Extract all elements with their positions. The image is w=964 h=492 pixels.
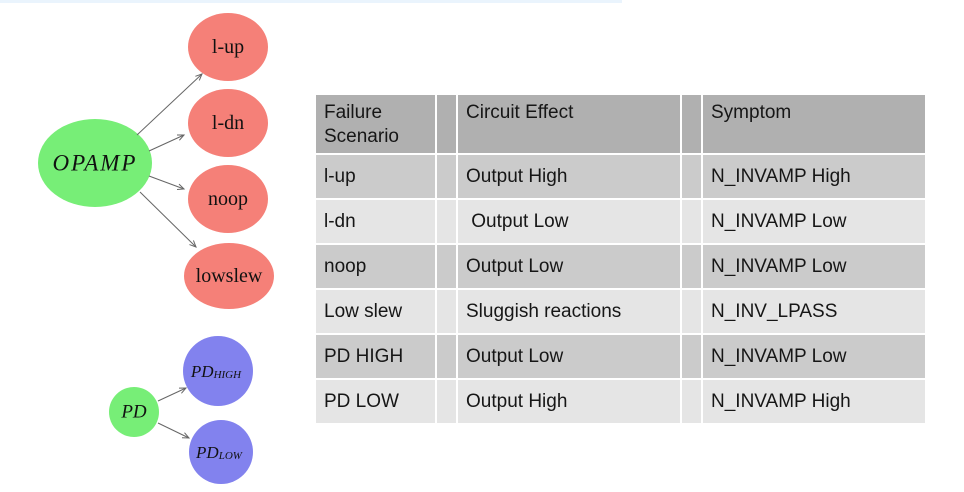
cell-scenario: PD HIGH: [316, 335, 435, 378]
ldn-node-label: l-dn: [212, 112, 244, 134]
cell-scenario: noop: [316, 245, 435, 288]
arrowhead: [176, 134, 186, 141]
arrow-opamp-ldn: [148, 134, 185, 152]
spacer-cell: [682, 380, 701, 423]
opamp-node-label: OPAMP: [53, 151, 138, 176]
arrowhead: [181, 432, 191, 439]
spacer-cell: [682, 245, 701, 288]
cell-scenario: l-up: [316, 155, 435, 198]
cell-effect: Output High: [458, 155, 680, 198]
lowslew-node: [184, 243, 274, 309]
cell-symptom: N_INVAMP Low: [703, 245, 925, 288]
arrowhead: [189, 240, 197, 248]
spacer-cell: [437, 245, 456, 288]
cell-symptom: N_INV_LPASS: [703, 290, 925, 333]
pd-node: [109, 387, 159, 437]
cell-scenario: PD LOW: [316, 380, 435, 423]
arrow-opamp-noop: [148, 175, 185, 190]
failure-table: Failure Scenario Circuit Effect Symptom …: [316, 95, 925, 423]
cell-effect: Output High: [458, 380, 680, 423]
arrow-opamp-lowslew: [139, 191, 197, 248]
spacer-cell: [437, 335, 456, 378]
arrowhead: [176, 183, 186, 190]
header-circuit-effect: Circuit Effect: [458, 95, 680, 153]
lowslew-node-label: lowslew: [196, 265, 263, 287]
ldn-node: [188, 89, 268, 157]
spacer-cell: [437, 380, 456, 423]
noop-node: [188, 165, 268, 233]
arrow-pd-pdlow: [157, 422, 190, 439]
top-accent-strip: [0, 0, 622, 3]
header-spacer-1: [437, 95, 456, 153]
cell-scenario: Low slew: [316, 290, 435, 333]
cell-symptom: N_INVAMP Low: [703, 200, 925, 243]
pd-low-node-label: PDLOW: [195, 443, 243, 463]
spacer-cell: [682, 290, 701, 333]
cell-symptom: N_INVAMP High: [703, 155, 925, 198]
header-spacer-2: [682, 95, 701, 153]
arrow-opamp-lup: [136, 73, 203, 136]
cell-effect: Output Low: [458, 335, 680, 378]
noop-node-label: noop: [208, 188, 248, 210]
pd-low-node: [189, 420, 253, 484]
header-failure-scenario: Failure Scenario: [316, 95, 435, 153]
pd-high-node-label: PDHIGH: [190, 362, 242, 382]
pd-node-label: PD: [120, 402, 147, 423]
cell-scenario: l-dn: [316, 200, 435, 243]
fault-tree-diagram: OPAMP l-up l-dn noop lowslew PD PDHIGH P…: [38, 13, 274, 484]
spacer-cell: [682, 200, 701, 243]
spacer-cell: [437, 200, 456, 243]
cell-effect: Output Low: [458, 245, 680, 288]
diagram-arrows: [136, 73, 203, 439]
cell-symptom: N_INVAMP High: [703, 380, 925, 423]
spacer-cell: [682, 155, 701, 198]
spacer-cell: [682, 335, 701, 378]
spacer-cell: [437, 290, 456, 333]
opamp-node: [38, 119, 152, 207]
header-symptom: Symptom: [703, 95, 925, 153]
cell-effect: Output Low: [458, 200, 680, 243]
cell-symptom: N_INVAMP Low: [703, 335, 925, 378]
lup-node: [188, 13, 268, 81]
arrowhead: [195, 73, 203, 81]
cell-effect: Sluggish reactions: [458, 290, 680, 333]
arrow-pd-pdhigh: [157, 387, 187, 402]
pd-high-node: [183, 336, 253, 406]
lup-node-label: l-up: [212, 36, 244, 58]
spacer-cell: [437, 155, 456, 198]
arrowhead: [178, 387, 188, 394]
